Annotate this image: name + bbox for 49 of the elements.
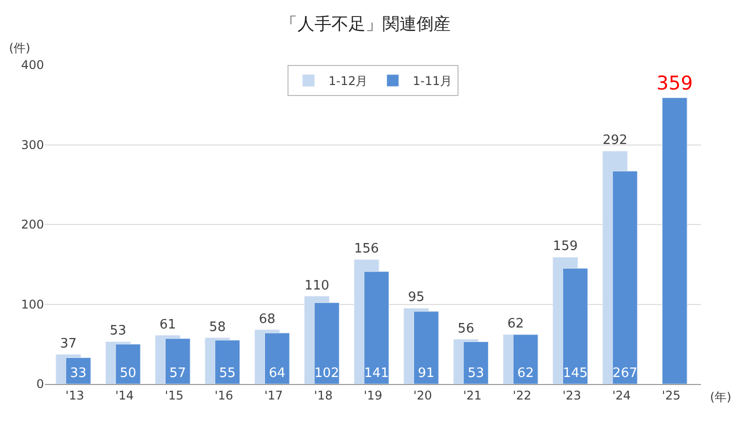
data-label: 141 xyxy=(364,366,389,381)
x-tick-label: '13 xyxy=(66,388,84,402)
data-label: 91 xyxy=(418,366,434,381)
data-label: 56 xyxy=(458,321,474,336)
x-tick-label: '22 xyxy=(512,388,532,402)
x-tick-label: '19 xyxy=(364,388,382,402)
data-label: 145 xyxy=(562,366,588,381)
chart-title: 「人手不足」関連倒産 xyxy=(280,14,450,35)
data-label: 68 xyxy=(258,312,276,327)
data-label: 58 xyxy=(209,320,226,335)
x-tick-label: '14 xyxy=(115,388,134,402)
data-label: 95 xyxy=(408,290,425,306)
x-tick-label: '23 xyxy=(562,388,582,402)
data-label: 292 xyxy=(602,133,628,148)
x-tick-label: '16 xyxy=(214,388,234,402)
x-axis-title: (年) xyxy=(710,390,731,404)
y-tick-label: 300 xyxy=(21,138,44,152)
data-label: 159 xyxy=(552,239,578,254)
data-label: 359 xyxy=(656,72,693,95)
y-tick-label: 0 xyxy=(36,377,44,392)
data-label: 37 xyxy=(60,336,77,352)
x-tick-label: '25 xyxy=(662,388,680,402)
y-axis-title: (件) xyxy=(9,41,30,55)
data-label: 64 xyxy=(268,366,286,381)
data-label: 57 xyxy=(169,366,186,381)
x-tick-label: '18 xyxy=(314,388,333,402)
data-label: 55 xyxy=(219,366,236,381)
y-tick-label: 100 xyxy=(21,297,44,312)
data-label: 62 xyxy=(517,366,534,381)
data-label: 267 xyxy=(612,366,638,381)
y-tick-label: 200 xyxy=(21,218,44,232)
data-label: 61 xyxy=(159,317,176,332)
x-tick-label: '24 xyxy=(612,388,631,402)
data-label: 50 xyxy=(120,366,136,381)
x-tick-label: '17 xyxy=(264,388,283,402)
x-tick-label: '20 xyxy=(413,388,432,402)
legend-label: 1-11月 xyxy=(412,74,452,88)
data-label: 110 xyxy=(304,278,330,294)
y-tick-label: 400 xyxy=(21,58,44,72)
data-label: 156 xyxy=(354,242,379,257)
data-label: 53 xyxy=(110,324,126,339)
data-label: 33 xyxy=(70,366,87,381)
data-label: 102 xyxy=(314,366,340,381)
legend-label: 1-12月 xyxy=(328,74,368,88)
data-label: 53 xyxy=(468,366,484,381)
data-label: 62 xyxy=(507,316,524,332)
bar xyxy=(662,97,688,384)
x-tick-label: '21 xyxy=(463,388,482,402)
x-tick-label: '15 xyxy=(164,388,184,402)
